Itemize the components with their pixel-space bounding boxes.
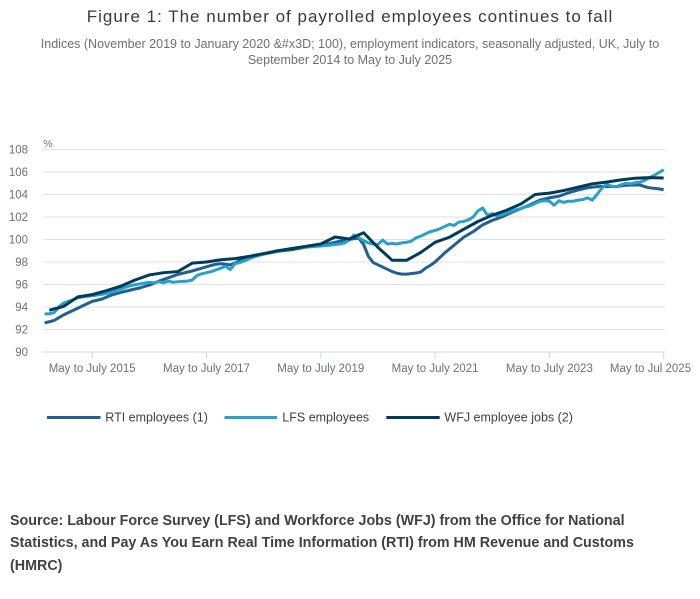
svg-text:100: 100	[9, 235, 28, 247]
svg-text:106: 106	[9, 167, 28, 179]
svg-text:LFS employees: LFS employees	[282, 411, 369, 425]
svg-text:90: 90	[15, 347, 28, 359]
svg-text:WFJ employee jobs (2): WFJ employee jobs (2)	[444, 411, 573, 425]
svg-text:RTI employees (1): RTI employees (1)	[105, 411, 208, 425]
svg-text:May to Jul 2025: May to Jul 2025	[610, 363, 691, 375]
svg-text:%: %	[43, 138, 52, 150]
svg-text:May to July 2021: May to July 2021	[392, 363, 479, 375]
svg-text:96: 96	[15, 280, 28, 292]
svg-text:May to July 2015: May to July 2015	[49, 363, 136, 375]
svg-text:94: 94	[15, 302, 28, 314]
svg-text:May to July 2019: May to July 2019	[277, 363, 364, 375]
svg-text:May to July 2017: May to July 2017	[163, 363, 250, 375]
svg-text:98: 98	[15, 257, 28, 269]
svg-text:102: 102	[9, 212, 28, 224]
svg-text:104: 104	[9, 190, 29, 202]
svg-text:May to July 2023: May to July 2023	[506, 363, 593, 375]
svg-text:92: 92	[15, 325, 28, 337]
svg-text:108: 108	[9, 145, 28, 157]
